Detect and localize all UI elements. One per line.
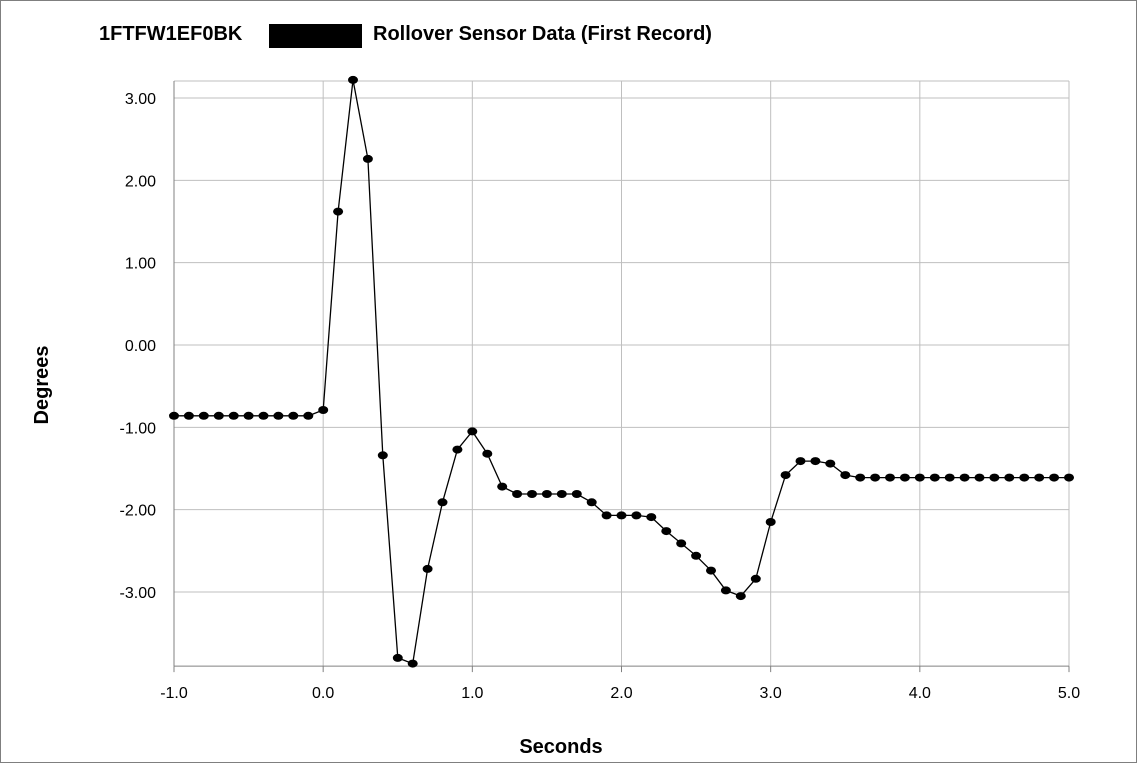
data-point [303, 411, 314, 420]
y-tick-label: 1.00 [125, 256, 156, 273]
data-point [631, 511, 642, 520]
data-point [467, 427, 478, 436]
data-point [855, 473, 866, 482]
x-tick-label: 0.0 [312, 685, 334, 702]
chart-title: Rollover Sensor Data (First Record) [373, 23, 712, 45]
x-tick-label: 3.0 [760, 685, 782, 702]
data-point [1064, 473, 1074, 482]
data-point [527, 490, 537, 498]
data-point [870, 473, 881, 482]
data-point [556, 490, 567, 498]
data-point [258, 411, 269, 420]
redaction-box [269, 24, 362, 48]
data-point [720, 586, 731, 595]
x-tick-label: 5.0 [1058, 685, 1080, 702]
data-series [169, 75, 1074, 668]
data-point [810, 457, 821, 466]
x-tick-label: 1.0 [461, 685, 483, 702]
data-point [929, 473, 940, 482]
data-point [392, 653, 403, 662]
data-point [288, 411, 299, 420]
data-point [228, 411, 239, 420]
data-point [586, 498, 597, 507]
data-point [452, 445, 463, 454]
data-point [1019, 473, 1030, 482]
data-point [959, 473, 970, 482]
data-point [512, 490, 523, 498]
data-point [780, 471, 791, 480]
data-point [601, 511, 612, 520]
x-tick-label: -1.0 [160, 685, 188, 702]
data-point [914, 473, 925, 482]
data-point [213, 411, 224, 420]
data-point [691, 551, 702, 560]
data-point [735, 592, 746, 601]
data-point [974, 473, 985, 482]
data-point [825, 459, 836, 468]
data-point [541, 490, 552, 498]
data-point [183, 411, 194, 420]
data-point [646, 513, 657, 522]
data-point [944, 473, 955, 482]
data-point [348, 75, 358, 84]
data-point [273, 411, 284, 420]
data-point [1004, 473, 1015, 482]
x-axis-title: Seconds [519, 736, 602, 758]
data-point [676, 539, 687, 548]
data-point [899, 473, 910, 482]
data-point [750, 574, 761, 583]
data-point [706, 566, 716, 575]
grid-lines [173, 80, 1070, 667]
data-point [661, 527, 672, 536]
data-point [571, 490, 582, 498]
x-tick-label: 2.0 [610, 685, 632, 702]
data-point [333, 207, 344, 216]
data-point [1034, 473, 1045, 482]
data-point [482, 449, 493, 458]
data-point [318, 406, 329, 414]
data-point [885, 473, 895, 482]
tick-labels: 3.00 2.00 1.00 0.00 -1.00 -2.00 -3.00 -1.0 0.0 1.… [120, 91, 1081, 702]
data-point [795, 457, 806, 466]
data-point [422, 564, 433, 573]
data-point [1049, 473, 1060, 482]
data-point [243, 411, 254, 420]
x-tick-label: 4.0 [909, 685, 931, 702]
axes [173, 81, 1070, 673]
data-point [198, 411, 209, 420]
y-tick-label: 2.00 [125, 173, 156, 190]
data-point [169, 411, 179, 420]
y-tick-label: 3.00 [125, 91, 156, 108]
data-point [362, 154, 373, 163]
y-axis-title: Degrees [31, 346, 53, 425]
y-tick-label: -1.00 [120, 420, 157, 437]
chart-title-vin: 1FTFW1EF0BK [99, 23, 243, 45]
data-point [407, 659, 418, 668]
y-tick-label: -2.00 [120, 503, 157, 520]
data-point [437, 498, 448, 507]
y-tick-label: 0.00 [125, 338, 156, 355]
data-point [989, 473, 1000, 482]
data-point [497, 482, 508, 491]
data-point [377, 451, 388, 460]
data-point [765, 518, 776, 526]
data-point [616, 511, 627, 520]
y-tick-label: -3.00 [120, 585, 157, 602]
data-point [840, 471, 851, 480]
